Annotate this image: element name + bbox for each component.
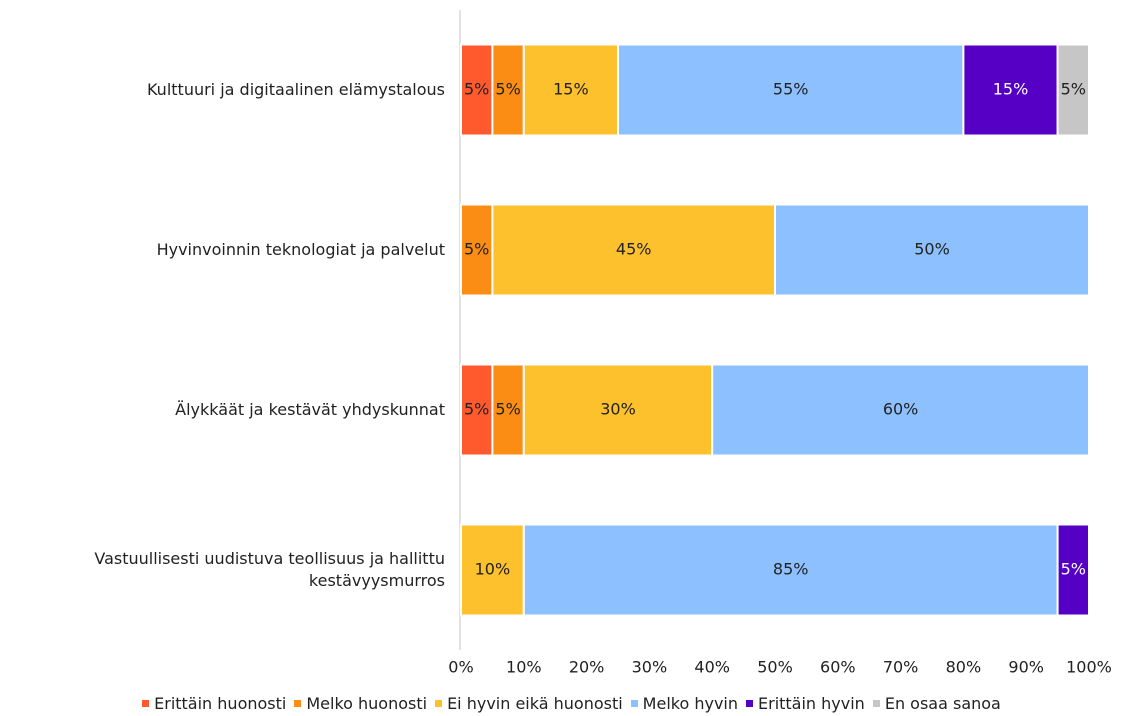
x-tick-label: 50% bbox=[757, 658, 793, 677]
legend-swatch bbox=[746, 700, 753, 707]
bar-segment bbox=[1056, 523, 1090, 617]
data-label: 5% bbox=[464, 400, 489, 419]
legend-label: Melko huonosti bbox=[306, 694, 428, 713]
legend-item: Erittäin hyvin bbox=[746, 694, 865, 713]
legend-label: Erittäin hyvin bbox=[758, 694, 865, 713]
x-tick-label: 30% bbox=[632, 658, 668, 677]
legend-swatch bbox=[435, 700, 443, 707]
category-label: Älykkäät ja kestävät yhdyskunnat bbox=[175, 400, 445, 419]
data-label: 5% bbox=[464, 240, 489, 259]
legend-label: En osaa sanoa bbox=[884, 694, 1001, 713]
data-label: 15% bbox=[993, 80, 1029, 99]
legend-item: Erittäin huonosti bbox=[142, 694, 286, 713]
legend-item: Melko huonosti bbox=[294, 694, 427, 713]
data-label: 5% bbox=[1061, 80, 1086, 99]
data-label: 30% bbox=[600, 400, 636, 419]
data-label: 85% bbox=[773, 560, 809, 579]
category-label: Hyvinvoinnin teknologiat ja palvelut bbox=[156, 240, 445, 259]
bar-segment bbox=[460, 523, 525, 617]
data-label: 5% bbox=[495, 80, 520, 99]
data-label: 5% bbox=[495, 400, 520, 419]
bar-segment bbox=[774, 203, 1090, 297]
legend-swatch bbox=[872, 700, 880, 707]
data-label: 5% bbox=[1061, 560, 1086, 579]
legend-swatch bbox=[630, 700, 638, 707]
x-tick-label: 100% bbox=[1066, 658, 1112, 677]
legend-label: Erittäin huonosti bbox=[154, 694, 287, 713]
legend: Erittäin huonosti Melko huonosti Ei hyvin … bbox=[0, 694, 1143, 713]
bar-segment bbox=[522, 43, 619, 137]
legend-item: En osaa sanoa bbox=[872, 694, 1001, 713]
bar-segment bbox=[491, 43, 525, 137]
x-tick-label: 20% bbox=[569, 658, 605, 677]
legend-swatch bbox=[294, 700, 302, 707]
bar-segment bbox=[522, 363, 714, 457]
data-label: 55% bbox=[773, 80, 809, 99]
x-tick-label: 10% bbox=[506, 658, 542, 677]
bar-segment bbox=[522, 523, 1059, 617]
x-tick-label: 40% bbox=[694, 658, 730, 677]
x-tick-label: 80% bbox=[946, 658, 982, 677]
x-tick-label: 70% bbox=[883, 658, 919, 677]
data-label: 50% bbox=[914, 240, 950, 259]
legend-label: Melko hyvin bbox=[642, 694, 738, 713]
category-label: Vastuullisesti uudistuva teollisuus ja h… bbox=[94, 549, 445, 590]
data-label: 15% bbox=[553, 80, 589, 99]
legend-swatch bbox=[142, 700, 150, 707]
data-label: 60% bbox=[883, 400, 919, 419]
x-tick-label: 90% bbox=[1008, 658, 1044, 677]
legend-item: Melko hyvin bbox=[630, 694, 738, 713]
legend-label: Ei hyvin eikä huonosti bbox=[447, 694, 623, 713]
data-label: 5% bbox=[464, 80, 489, 99]
legend-item: Ei hyvin eikä huonosti bbox=[435, 694, 623, 713]
x-tick-label: 0% bbox=[448, 658, 473, 677]
bar-segment bbox=[711, 363, 1090, 457]
bar-segment bbox=[491, 363, 525, 457]
data-label: 10% bbox=[475, 560, 511, 579]
bar-segment bbox=[1056, 43, 1090, 137]
x-tick-label: 60% bbox=[820, 658, 856, 677]
data-label: 45% bbox=[616, 240, 652, 259]
category-label: Kulttuuri ja digitaalinen elämystalous bbox=[146, 80, 445, 99]
